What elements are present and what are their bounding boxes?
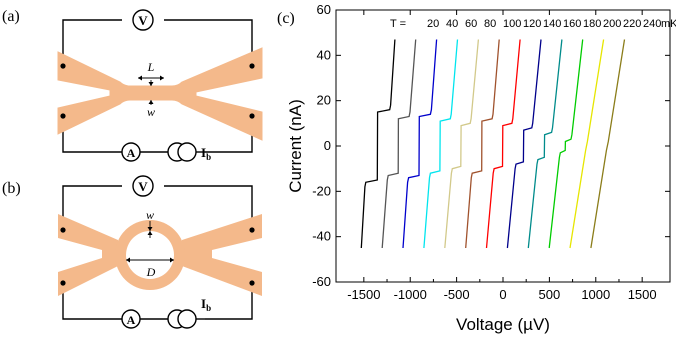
iv-curve-160 — [506, 39, 542, 249]
iv-curve-40 — [381, 39, 417, 249]
iv-curve-100 — [444, 39, 480, 249]
contact-point — [60, 227, 66, 233]
legend-entry-140: 140 — [543, 18, 561, 30]
contact-point — [60, 280, 66, 286]
panel-a: (a) V A Ib L w — [2, 8, 263, 162]
panel-b-label: (b) — [2, 180, 21, 197]
legend-entry-20: 20 — [427, 18, 439, 30]
iv-curve-60 — [402, 39, 438, 249]
iv-curve-240 — [590, 39, 626, 249]
legend-entry-60: 60 — [465, 18, 477, 30]
legend-entry-200: 200 — [603, 18, 621, 30]
iv-curve-180 — [527, 39, 563, 249]
iv-curve-200 — [548, 39, 584, 249]
ammeter-symbol: A — [127, 313, 136, 327]
current-source-icon — [167, 309, 205, 329]
iv-curve-20 — [360, 39, 396, 249]
legend-prefix: T = — [390, 18, 406, 30]
x-tick-label: 1500 — [628, 287, 657, 302]
y-tick-label: 60 — [317, 2, 331, 17]
panel-a-label: (a) — [2, 8, 20, 25]
y-tick-label: 40 — [317, 47, 331, 62]
panel-c: (c) -1500 -1000 -500 0 500 1000 1500 -60 -40 -20 0… — [277, 2, 676, 334]
y-tick-label: 0 — [324, 138, 331, 153]
legend-entry-120: 120 — [523, 18, 541, 30]
width-label: w — [147, 105, 155, 119]
current-source-icon — [167, 142, 205, 162]
ammeter-icon — [121, 309, 141, 329]
x-tick-label: 500 — [539, 287, 561, 302]
voltmeter-icon — [132, 9, 154, 31]
legend-entry-240: 240 — [643, 18, 661, 30]
iv-curves — [360, 39, 626, 249]
x-tick-label: 0 — [499, 287, 506, 302]
width-label: w — [146, 208, 154, 222]
y-tick-label: 20 — [317, 93, 331, 108]
x-tick-label: -1500 — [347, 287, 380, 302]
diameter-label: D — [146, 265, 156, 279]
legend-entry-220: 220 — [623, 18, 641, 30]
contact-point — [249, 63, 255, 69]
contact-point — [60, 113, 66, 119]
length-label: L — [147, 60, 155, 74]
iv-curve-120 — [465, 39, 500, 249]
bias-current-symbol: Ib — [201, 145, 211, 162]
bias-current-symbol: Ib — [201, 296, 211, 313]
legend-entry-40: 40 — [446, 18, 458, 30]
panel-c-label: (c) — [277, 10, 295, 27]
contact-point — [249, 227, 255, 233]
panel-b: (b) V A Ib w D — [2, 175, 262, 329]
voltmeter-symbol: V — [138, 179, 148, 194]
axis-ticks: -1500 -1000 -500 0 500 1000 1500 -60 -40 -20 0 20 40… — [312, 2, 670, 302]
iv-curve-140 — [485, 39, 521, 249]
temperature-legend: T = mK 20 40 60 80 100 120 140 160 180 200 220 240 — [390, 18, 676, 30]
nanowire-device — [57, 47, 263, 141]
ammeter-icon — [121, 142, 141, 162]
y-axis-label: Current (nA) — [286, 99, 305, 193]
legend-entry-180: 180 — [583, 18, 601, 30]
ammeter-symbol: A — [127, 146, 136, 160]
legend-unit: mK — [661, 18, 676, 30]
ring-device — [58, 214, 262, 296]
voltmeter-icon — [132, 175, 154, 197]
contact-point — [249, 280, 255, 286]
iv-curve-220 — [569, 39, 605, 249]
x-tick-label: -1000 — [394, 287, 427, 302]
x-tick-label: -500 — [444, 287, 470, 302]
legend-entry-80: 80 — [484, 18, 496, 30]
y-tick-label: -40 — [312, 229, 331, 244]
legend-entry-160: 160 — [563, 18, 581, 30]
x-axis-label: Voltage (µV) — [456, 315, 550, 334]
voltmeter-symbol: V — [138, 13, 148, 28]
y-tick-label: -60 — [312, 274, 331, 289]
y-tick-label: -20 — [312, 183, 331, 198]
contact-point — [249, 113, 255, 119]
contact-point — [60, 63, 66, 69]
legend-entry-100: 100 — [503, 18, 521, 30]
x-tick-label: 1000 — [581, 287, 610, 302]
iv-curve-80 — [423, 39, 459, 249]
